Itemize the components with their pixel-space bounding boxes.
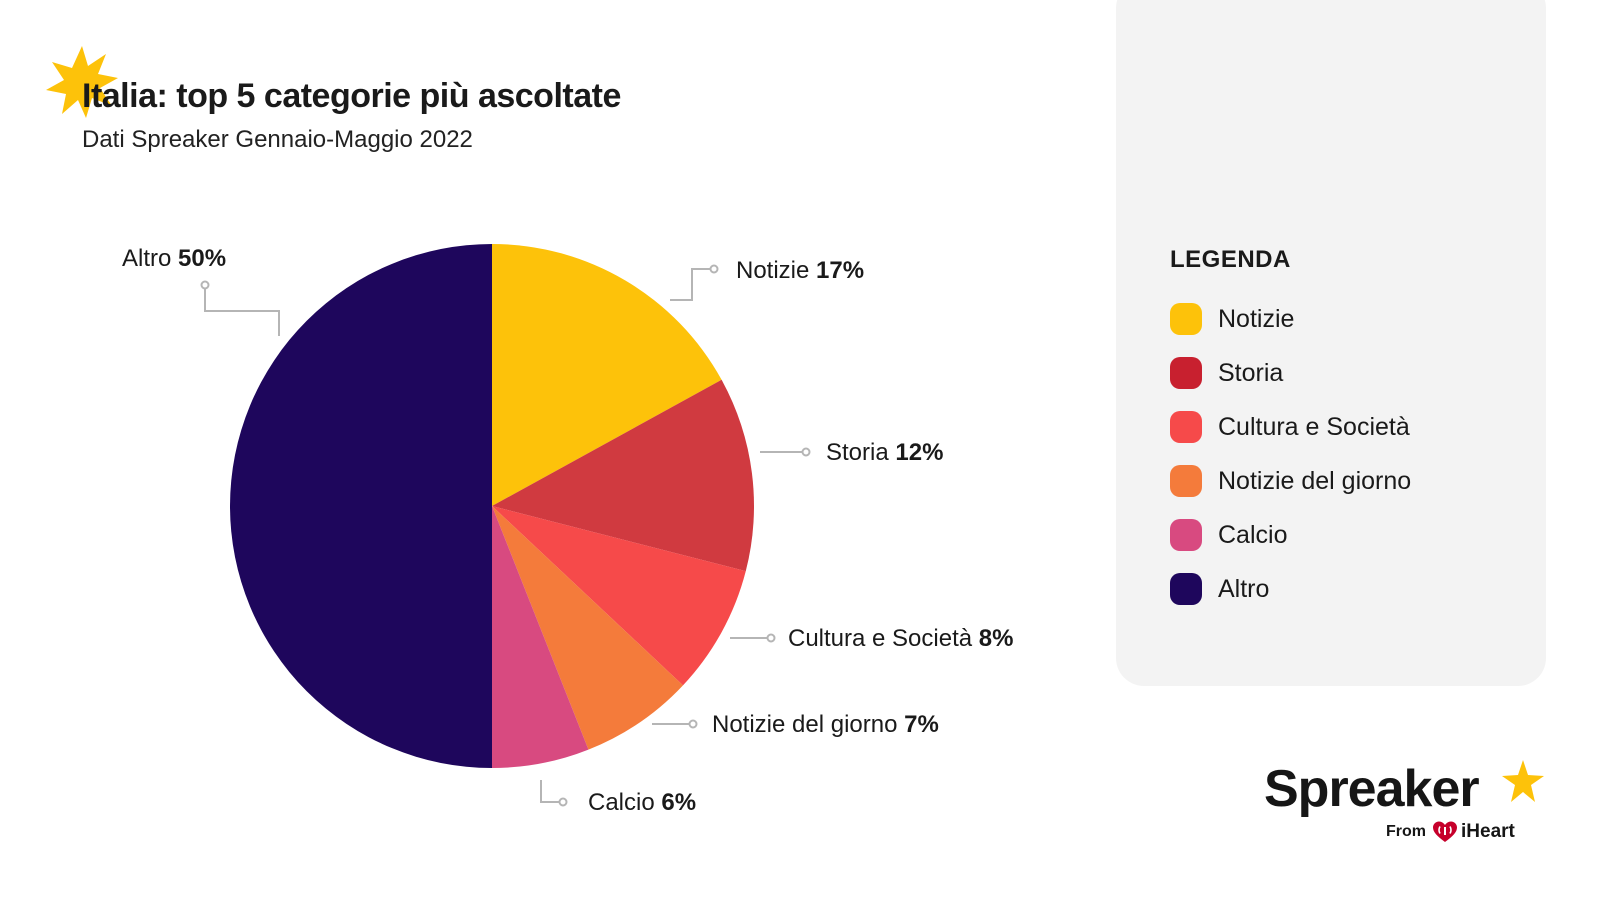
legend-title: LEGENDA (1170, 246, 1291, 273)
iheart-icon (1433, 821, 1457, 842)
pie-slice-altro (230, 244, 492, 768)
pie-chart: Notizie 17% Storia 12% Cultura e Società 8… (122, 244, 1013, 816)
slice-label-notizie-del-giorno: Notizie del giorno 7% (712, 711, 939, 738)
legend-swatch (1170, 519, 1202, 551)
legend-item-storia: Storia (1170, 346, 1411, 400)
legend-swatch (1170, 465, 1202, 497)
slice-labels: Notizie 17% Storia 12% Cultura e Società 8… (122, 245, 1013, 816)
legend-swatch (1170, 573, 1202, 605)
slice-label-value: 50% (178, 245, 226, 272)
slice-label-value: 8% (979, 625, 1014, 652)
spreaker-logo: Spreaker From iHeart (1264, 758, 1544, 858)
brand-from: From iHeart (1386, 820, 1515, 844)
leader-dot (766, 633, 776, 643)
legend-label: Altro (1218, 574, 1270, 603)
slice-label-name: Calcio (588, 789, 661, 816)
legend-label: Notizie (1218, 304, 1295, 333)
legend-item-notizie: Notizie (1170, 292, 1411, 346)
pie-slice-calcio (492, 506, 589, 768)
leader-line (670, 268, 714, 301)
pie-slice-notizie-del-giorno (492, 506, 683, 750)
chart-title: Italia: top 5 categorie più ascoltate (82, 77, 621, 115)
legend-label: Cultura e Società (1218, 412, 1410, 441)
pie-slice-cultura-e-societa (492, 506, 746, 686)
from-text: From (1386, 823, 1426, 840)
leader-line (204, 285, 280, 336)
leader-line (540, 780, 563, 803)
brand-name: Spreaker (1264, 760, 1480, 818)
slice-label-name: Notizie (736, 257, 816, 284)
slice-label-notizie: Notizie 17% (736, 257, 864, 284)
iheart-text: iHeart (1461, 821, 1515, 842)
legend-item-notizie-del-giorno: Notizie del giorno (1170, 454, 1411, 508)
slice-label-value: 12% (895, 439, 943, 466)
sun-icon (46, 46, 118, 118)
legend-panel: LEGENDA Notizie Storia Cultura e Società… (1116, 0, 1546, 686)
slice-label-name: Cultura e Società (788, 625, 979, 652)
legend-label: Storia (1218, 358, 1284, 387)
legend-swatch (1170, 411, 1202, 443)
slice-label-name: Storia (826, 439, 895, 466)
legend-list: Notizie Storia Cultura e Società Notizie… (1170, 292, 1411, 616)
legend-label: Calcio (1218, 520, 1288, 549)
legend-swatch (1170, 357, 1202, 389)
legend-item-calcio: Calcio (1170, 508, 1411, 562)
leader-lines (200, 264, 811, 807)
slice-label-storia: Storia 12% (826, 439, 943, 466)
pie-slices (230, 244, 755, 768)
slice-label-name: Notizie del giorno (712, 711, 904, 738)
slice-label-value: 7% (904, 711, 939, 738)
title-block: Italia: top 5 categorie più ascoltate Da… (82, 74, 621, 154)
pie-slice-notizie (492, 244, 722, 506)
leader-dot (200, 280, 210, 290)
leader-dot (801, 447, 811, 457)
legend-item-altro: Altro (1170, 562, 1411, 616)
legend-item-cultura-e-societa: Cultura e Società (1170, 400, 1411, 454)
legend-swatch (1170, 303, 1202, 335)
leader-dot (709, 264, 719, 274)
chart-subtitle: Dati Spreaker Gennaio-Maggio 2022 (82, 126, 473, 153)
legend-label: Notizie del giorno (1218, 466, 1412, 495)
slice-label-altro: Altro 50% (122, 245, 226, 272)
slice-label-name: Altro (122, 245, 178, 272)
slice-label-value: 6% (661, 789, 696, 816)
slice-label-calcio: Calcio 6% (588, 789, 696, 816)
star-icon (1502, 760, 1544, 802)
slice-label-value: 17% (816, 257, 864, 284)
pie-slice-storia (492, 379, 755, 572)
leader-dot (558, 797, 568, 807)
leader-dot (688, 719, 698, 729)
slice-label-cultura-e-societa: Cultura e Società 8% (788, 625, 1013, 652)
